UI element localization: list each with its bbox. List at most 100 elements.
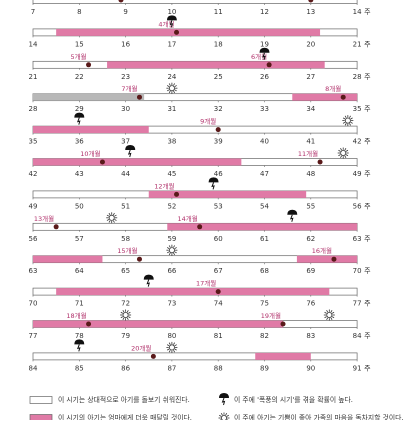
week-label: 41 <box>306 138 315 146</box>
week-unit: 주 <box>364 170 371 178</box>
sun-ray <box>167 247 169 248</box>
week-unit: 주 <box>364 300 371 308</box>
week-label: 43 <box>75 170 84 178</box>
week-label: 28 <box>353 73 362 81</box>
week-label: 48 <box>306 170 315 178</box>
pink-period <box>255 353 311 360</box>
pink-period <box>33 256 102 263</box>
storm-cloud <box>144 275 154 280</box>
sun-ray <box>325 312 327 313</box>
week-label: 74 <box>214 300 223 308</box>
storm-cloud <box>74 113 84 118</box>
week-label: 17 <box>167 40 176 48</box>
week-label: 44 <box>121 170 130 178</box>
storm-icon <box>125 145 135 157</box>
week-label: 76 <box>306 300 315 308</box>
sun-ray <box>331 310 332 312</box>
pink-period <box>33 321 283 328</box>
month-label: 18개월 <box>66 311 86 320</box>
week-unit: 주 <box>364 332 371 340</box>
week-label: 33 <box>260 105 269 113</box>
sun-ray <box>113 213 114 215</box>
week-label: 26 <box>260 73 269 81</box>
week-label: 37 <box>121 138 130 146</box>
sun-ray <box>174 253 175 255</box>
sun-ray <box>327 310 328 312</box>
week-label: 25 <box>214 73 223 81</box>
sun-ray <box>121 317 123 318</box>
storm-bolt <box>129 150 131 157</box>
storm-icon <box>144 275 154 287</box>
week-unit: 주 <box>364 235 371 243</box>
month-label: 15개월 <box>117 246 137 255</box>
week-label: 38 <box>167 138 176 146</box>
storm-cloud <box>260 48 270 53</box>
week-label: 67 <box>214 267 223 275</box>
week-label: 55 <box>306 202 315 210</box>
week-label: 21 <box>29 73 38 81</box>
month-dot <box>216 127 221 132</box>
sun-ray <box>219 415 221 416</box>
week-label: 53 <box>214 202 223 210</box>
month-dot <box>267 62 272 67</box>
sun-ray <box>123 310 124 312</box>
week-label: 73 <box>167 300 176 308</box>
sun-ray <box>338 150 340 151</box>
pink-period <box>292 94 357 101</box>
month-dot <box>197 224 202 229</box>
month-dot <box>216 289 221 294</box>
sun-ray <box>175 247 177 248</box>
week-label: 50 <box>75 202 84 210</box>
week-label: 70 <box>353 267 362 275</box>
month-dot <box>100 160 105 165</box>
sun-core <box>123 312 128 317</box>
sun-ray <box>169 253 170 255</box>
week-label: 75 <box>260 300 269 308</box>
sun-ray <box>123 318 124 320</box>
week-label: 91 <box>353 364 362 372</box>
storm-icon <box>74 113 84 125</box>
month-label: 17개월 <box>196 279 216 288</box>
week-label: 63 <box>29 267 38 275</box>
week-label: 81 <box>214 332 223 340</box>
sun-ray <box>345 156 346 158</box>
sun-ray <box>340 148 341 150</box>
sun-ray <box>346 155 348 156</box>
pink-period <box>149 191 306 198</box>
legend-text: 이 시기의 아기는 엄마에게 더욱 매달릴 것이다. <box>58 413 192 420</box>
week-label: 68 <box>260 267 269 275</box>
week-label: 14 <box>353 8 362 16</box>
week-label: 83 <box>306 332 315 340</box>
sun-icon <box>338 148 349 159</box>
week-label: 16 <box>121 40 130 48</box>
week-label: 77 <box>29 332 38 340</box>
sun-ray <box>175 345 177 346</box>
month-dot <box>174 30 179 35</box>
storm-cloud <box>287 210 297 215</box>
week-unit: 주 <box>364 73 371 81</box>
week-label: 79 <box>121 332 130 340</box>
storm-bolt <box>212 182 214 189</box>
week-label: 18 <box>214 40 223 48</box>
pink-period <box>297 256 357 263</box>
sun-ray <box>128 312 130 313</box>
month-label: 9개월 <box>200 117 216 126</box>
month-dot <box>318 160 323 165</box>
sun-ray <box>331 318 332 320</box>
week-unit: 주 <box>364 267 371 275</box>
week-label: 10 <box>167 8 176 16</box>
week-label: 24 <box>167 73 176 81</box>
week-label: 42 <box>353 138 362 146</box>
sun-ray <box>107 219 109 220</box>
sun-ray <box>107 215 109 216</box>
pink-period <box>56 288 329 295</box>
sun-core <box>169 86 174 91</box>
sun-ray <box>167 349 169 350</box>
month-label: 14개월 <box>177 214 197 223</box>
sun-ray <box>332 317 334 318</box>
week-label: 9 <box>123 8 127 16</box>
storm-icon <box>287 210 297 222</box>
sun-ray <box>340 156 341 158</box>
week-label: 49 <box>353 170 362 178</box>
sun-ray <box>343 122 345 123</box>
